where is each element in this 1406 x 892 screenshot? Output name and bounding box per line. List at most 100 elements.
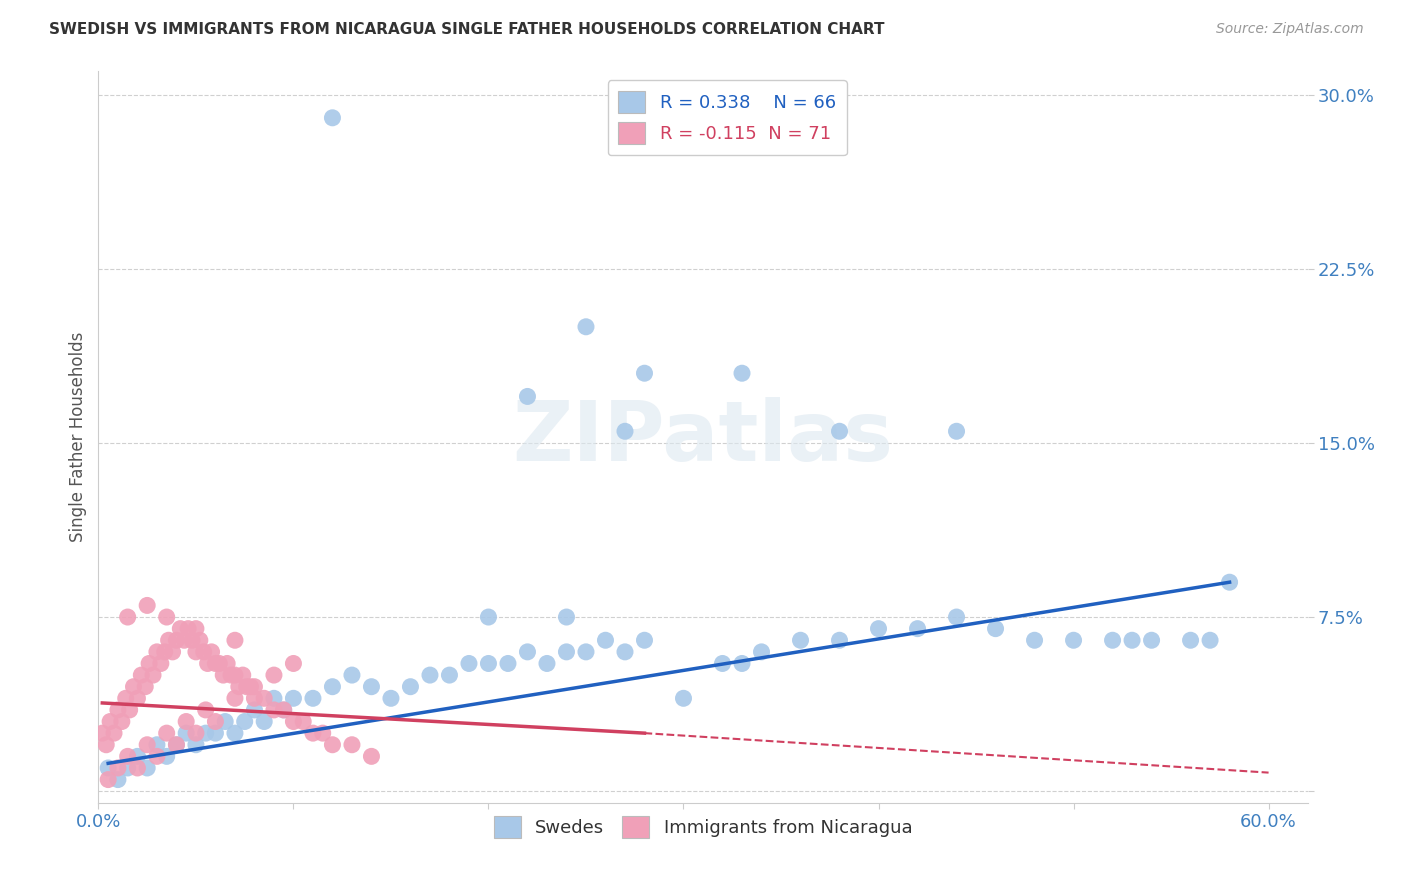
Point — [184, 622, 207, 636]
Text: SWEDISH VS IMMIGRANTS FROM NICARAGUA SINGLE FATHER HOUSEHOLDS CORRELATION CHART: SWEDISH VS IMMIGRANTS FROM NICARAGUA SIN… — [49, 22, 884, 37]
Point — [156, 749, 179, 764]
Legend: Swedes, Immigrants from Nicaragua: Swedes, Immigrants from Nicaragua — [486, 808, 920, 845]
Point — [711, 657, 734, 671]
Point — [233, 714, 256, 729]
Point — [157, 633, 180, 648]
Point — [204, 657, 226, 671]
Point — [1140, 633, 1163, 648]
Point — [477, 610, 499, 624]
Point — [217, 657, 239, 671]
Text: Source: ZipAtlas.com: Source: ZipAtlas.com — [1216, 22, 1364, 37]
Point — [536, 657, 558, 671]
Point — [555, 645, 578, 659]
Point — [360, 749, 382, 764]
Point — [184, 726, 207, 740]
Point — [828, 633, 851, 648]
Point — [204, 726, 226, 740]
Point — [633, 633, 655, 648]
Point — [136, 761, 159, 775]
Point — [263, 703, 285, 717]
Point — [340, 738, 363, 752]
Point — [868, 622, 890, 636]
Point — [149, 657, 172, 671]
Point — [235, 680, 257, 694]
Point — [302, 691, 325, 706]
Point — [302, 726, 325, 740]
Point — [165, 738, 187, 752]
Point — [134, 680, 156, 694]
Point — [496, 657, 519, 671]
Point — [263, 668, 285, 682]
Point — [399, 680, 422, 694]
Point — [789, 633, 811, 648]
Point — [91, 726, 114, 740]
Point — [118, 703, 141, 717]
Y-axis label: Single Father Households: Single Father Households — [69, 332, 87, 542]
Point — [239, 680, 262, 694]
Point — [243, 703, 266, 717]
Point — [516, 645, 538, 659]
Point — [614, 424, 637, 438]
Point — [224, 633, 246, 648]
Point — [177, 622, 200, 636]
Point — [321, 680, 343, 694]
Point — [224, 668, 246, 682]
Point — [156, 610, 179, 624]
Point — [380, 691, 402, 706]
Point — [98, 714, 121, 729]
Point — [243, 680, 266, 694]
Point — [224, 691, 246, 706]
Point — [633, 366, 655, 380]
Point — [174, 714, 197, 729]
Point — [131, 668, 153, 682]
Point — [253, 714, 276, 729]
Point — [162, 645, 184, 659]
Point — [273, 703, 295, 717]
Point — [194, 703, 217, 717]
Point — [165, 633, 187, 648]
Point — [340, 668, 363, 682]
Point — [117, 749, 139, 764]
Point — [117, 610, 139, 624]
Point — [146, 645, 169, 659]
Point — [672, 691, 695, 706]
Point — [114, 691, 136, 706]
Point — [1219, 575, 1241, 590]
Point — [142, 668, 165, 682]
Point — [419, 668, 441, 682]
Point — [188, 633, 211, 648]
Point — [321, 111, 343, 125]
Point — [477, 657, 499, 671]
Point — [184, 738, 207, 752]
Point — [984, 622, 1007, 636]
Point — [107, 761, 129, 775]
Point — [1199, 633, 1222, 648]
Point — [212, 668, 235, 682]
Point — [945, 610, 967, 624]
Point — [283, 657, 305, 671]
Point — [107, 772, 129, 787]
Point — [181, 633, 204, 648]
Point — [360, 680, 382, 694]
Point — [153, 645, 176, 659]
Point — [312, 726, 335, 740]
Point — [828, 424, 851, 438]
Point — [1180, 633, 1202, 648]
Point — [731, 366, 754, 380]
Point — [204, 714, 226, 729]
Point — [555, 610, 578, 624]
Point — [146, 749, 169, 764]
Point — [165, 738, 187, 752]
Point — [197, 657, 219, 671]
Point — [127, 691, 149, 706]
Point — [193, 645, 215, 659]
Point — [243, 691, 266, 706]
Point — [127, 761, 149, 775]
Point — [214, 714, 236, 729]
Point — [107, 703, 129, 717]
Point — [173, 633, 195, 648]
Point — [194, 726, 217, 740]
Point — [96, 738, 118, 752]
Point — [111, 714, 134, 729]
Point — [907, 622, 929, 636]
